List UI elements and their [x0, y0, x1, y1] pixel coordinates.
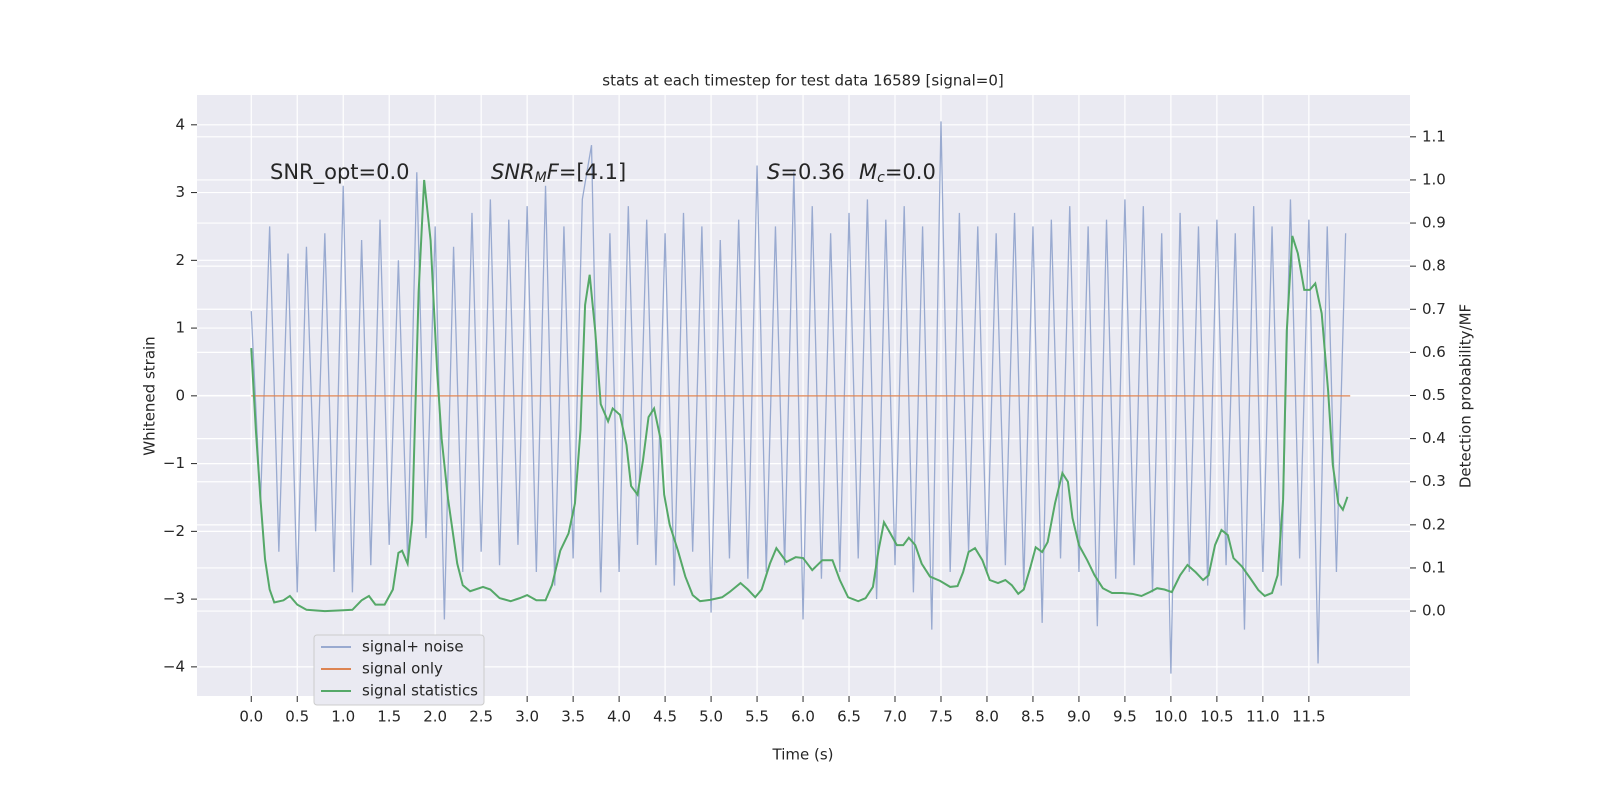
y-axis-label: Whitened strain: [141, 336, 159, 455]
series-line: [250, 179, 1349, 613]
y-tick-label: 4: [175, 115, 185, 133]
y2-axis-label: Detection probability/MF: [1457, 304, 1475, 488]
y2-tick-label: 1.0: [1422, 170, 1446, 188]
x-tick-label: 2.0: [423, 708, 447, 726]
y-tick-label: 3: [175, 183, 185, 201]
annotation: SNR_opt=0.0: [270, 160, 410, 185]
x-tick-label: 6.0: [791, 708, 815, 726]
x-tick-label: 0.5: [285, 708, 309, 726]
x-tick-label: 9.5: [1113, 708, 1137, 726]
y-tick-label: 0: [175, 386, 185, 404]
y-tick-label: 2: [175, 251, 185, 269]
x-tick-label: 6.5: [837, 708, 861, 726]
y2-tick-label: 0.1: [1422, 558, 1446, 576]
x-tick-label: 7.0: [883, 708, 907, 726]
x-tick-label: 10.5: [1200, 708, 1233, 726]
y-tick-label: −2: [163, 522, 185, 540]
x-tick-label: 5.5: [745, 708, 769, 726]
x-tick-label: 9.0: [1067, 708, 1091, 726]
y2-tick-label: 0.8: [1422, 257, 1446, 275]
legend-label: signal only: [362, 660, 443, 678]
x-tick-label: 5.0: [699, 708, 723, 726]
x-tick-label: 10.0: [1154, 708, 1187, 726]
y-tick-label: −4: [163, 657, 185, 675]
x-tick-label: 8.5: [1021, 708, 1045, 726]
y2-tick-label: 1.1: [1422, 127, 1446, 145]
x-tick-label: 4.5: [653, 708, 677, 726]
x-tick-label: 0.0: [239, 708, 263, 726]
annotation-part: SNR: [491, 160, 535, 184]
y2-tick-label: 0.6: [1422, 343, 1446, 361]
x-tick-label: 1.0: [331, 708, 355, 726]
legend-box: [313, 634, 485, 706]
x-axis-label: Time (s): [772, 746, 834, 764]
y-tick-label: 1: [175, 319, 185, 337]
x-tick-label: 11.0: [1246, 708, 1279, 726]
x-tick-label: 2.5: [469, 708, 493, 726]
annotation-part: M: [535, 170, 547, 186]
x-tick-label: 7.5: [929, 708, 953, 726]
y-tick-label: −3: [163, 590, 185, 608]
y2-tick-label: 0.4: [1422, 429, 1446, 447]
annotation-part: M: [859, 160, 877, 184]
y2-tick-label: 0.2: [1422, 515, 1446, 533]
y2-tick-label: 0.9: [1422, 214, 1446, 232]
annotation: Mc=0.0: [859, 160, 936, 186]
chart-title: stats at each timestep for test data 165…: [602, 72, 1003, 90]
x-tick-label: 11.5: [1292, 708, 1325, 726]
y2-tick-label: 0.3: [1422, 472, 1446, 490]
x-tick-label: 3.0: [515, 708, 539, 726]
y2-tick-label: 0.5: [1422, 386, 1446, 404]
y-tick-label: −1: [163, 454, 185, 472]
annotation: SNRMF=[4.1]: [491, 160, 626, 186]
y2-tick-label: 0.0: [1422, 602, 1446, 620]
annotation-part: =0.36: [780, 160, 844, 184]
annotation-part: =0.0: [885, 160, 936, 184]
annotation: S=0.36: [767, 160, 845, 184]
x-tick-label: 3.5: [561, 708, 585, 726]
x-tick-label: 1.5: [377, 708, 401, 726]
legend-label: signal+ noise: [362, 638, 464, 656]
annotation-part: c: [877, 170, 885, 186]
legend-label: signal statistics: [362, 682, 478, 700]
x-tick-label: 8.0: [975, 708, 999, 726]
annotation-part: F: [547, 160, 560, 184]
annotation-part: SNR_opt=0.0: [270, 160, 410, 185]
annotation-part: =[4.1]: [559, 160, 626, 184]
x-tick-label: 4.0: [607, 708, 631, 726]
annotation-part: S: [767, 160, 780, 184]
y2-tick-label: 0.7: [1422, 300, 1446, 318]
